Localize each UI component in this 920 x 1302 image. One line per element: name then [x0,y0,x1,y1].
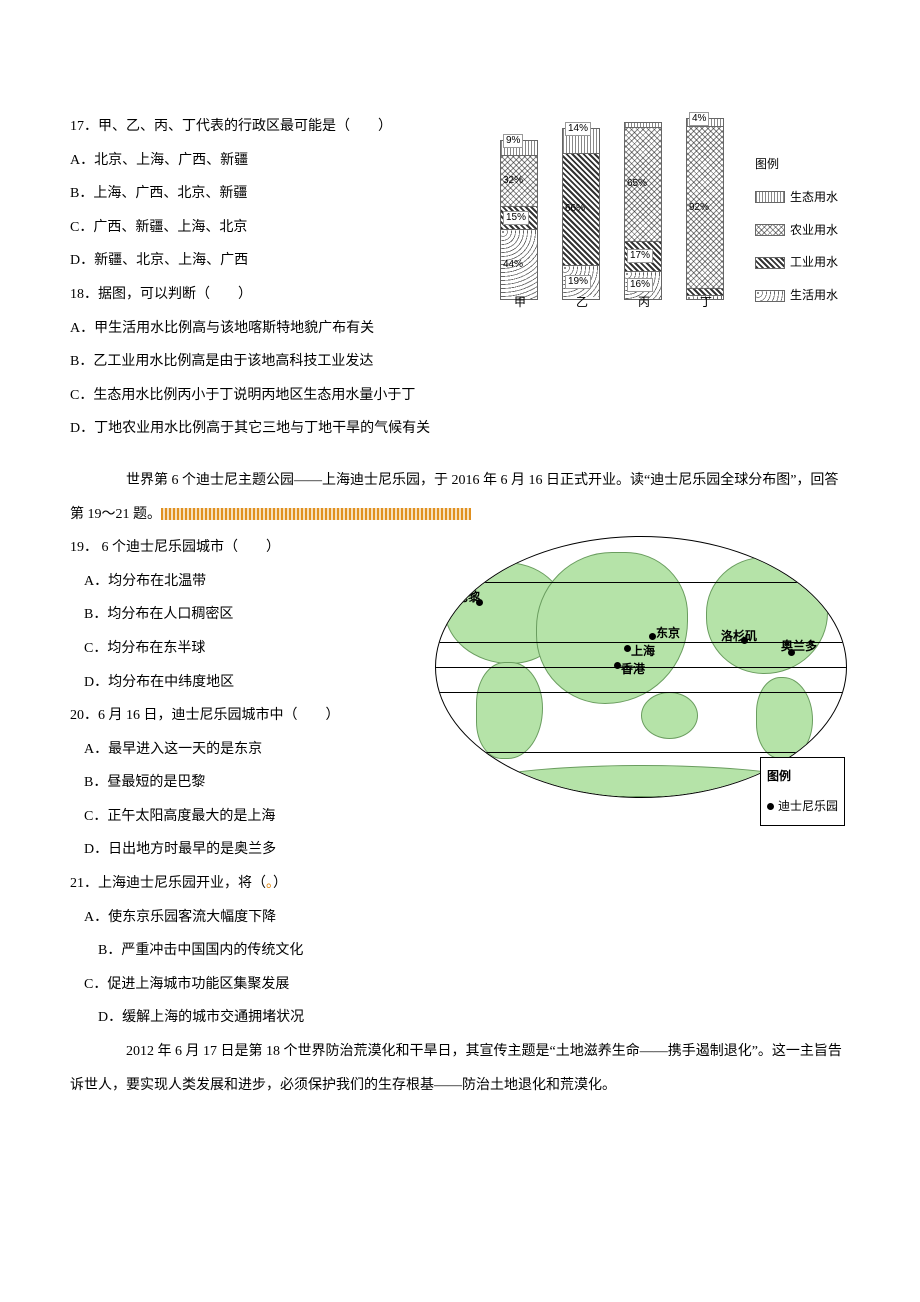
pct-yi-eco: 14% [565,122,591,136]
city-label-tokyo: 东京 [656,619,680,648]
q21-stem: 21．上海迪士尼乐园开业，将（。） [70,867,850,901]
disney-world-map: 巴黎 东京 上海 香港 洛杉矶 奥兰多 图例 迪士尼乐园 [430,531,850,841]
xlabel-yi: 乙 [563,288,601,317]
pct-yi-life: 19% [565,275,591,289]
map-legend-item: 迪士尼乐园 [778,792,838,821]
xlabel-ding: 丁 [687,288,725,317]
legend-ind: 工业用水 [790,248,838,277]
city-label-paris: 巴黎 [456,583,480,612]
xlabel-bing: 丙 [625,288,663,317]
map-legend-title: 图例 [767,762,838,791]
bar-jia: 9% 32% 15% 44% 甲 [500,140,538,300]
q21-opt-a: A．使东京乐园客流大幅度下降 [70,901,850,935]
q21-opt-d: D．缓解上海的城市交通拥堵状况 [70,1001,850,1035]
orange-dot-icon: 。 [266,876,273,891]
pct-yi-ind: 66% [565,197,585,221]
legend-life: 生活用水 [790,281,838,310]
q21-stem-after: ） [273,876,287,891]
bar-yi: 14% 66% 19% 乙 [562,128,600,300]
map-legend: 图例 迪士尼乐园 [760,757,845,827]
pct-ding-agri: 92% [689,196,709,220]
city-label-la: 洛杉矶 [721,622,757,651]
water-usage-bar-chart: 9% 32% 15% 44% 甲 14% 66% 19% 乙 65% [480,110,850,330]
pct-jia-agri: 32% [503,169,523,193]
xlabel-jia: 甲 [501,288,539,317]
q21-opt-b: B．严重冲击中国国内的传统文化 [70,934,850,968]
city-label-hongkong: 香港 [621,655,645,684]
city-label-orlando: 奥兰多 [781,632,817,661]
legend-eco: 生态用水 [790,183,838,212]
legend-title: 图例 [755,150,850,179]
pct-jia-life: 44% [503,253,523,277]
decorative-bar [161,508,471,520]
chart-legend: 图例 生态用水 农业用水 工业用水 生活用水 [755,150,850,314]
legend-agri: 农业用水 [790,216,838,245]
pct-jia-ind: 15% [503,211,529,225]
intro-19-21: 世界第 6 个迪士尼主题公园——上海迪士尼乐园，于 2016 年 6 月 16 … [70,464,850,531]
bar-bing: 65% 17% 16% 丙 [624,122,662,300]
q18-opt-b: B．乙工业用水比例高是由于该地高科技工业发达 [70,345,850,379]
q18-opt-d: D．丁地农业用水比例高于其它三地与丁地干旱的气候有关 [70,412,850,446]
pct-jia-eco: 9% [503,134,523,148]
pct-ding-eco: 4% [689,112,709,126]
pct-bing-ind: 17% [627,249,653,263]
q21-opt-c: C．促进上海城市功能区集聚发展 [70,968,850,1002]
q21-stem-text: 21．上海迪士尼乐园开业，将（ [70,876,266,891]
q18-opt-c: C．生态用水比例丙小于丁说明丙地区生态用水量小于丁 [70,379,850,413]
intro-desertification: 2012 年 6 月 17 日是第 18 个世界防治荒漠化和干旱日，其宣传主题是… [70,1035,850,1102]
bar-ding: 4% 92% 丁 [686,118,724,300]
q20-opt-c-text: C．正午太阳高度最大的是上海 [84,809,275,824]
pct-bing-agri: 65% [627,172,647,196]
